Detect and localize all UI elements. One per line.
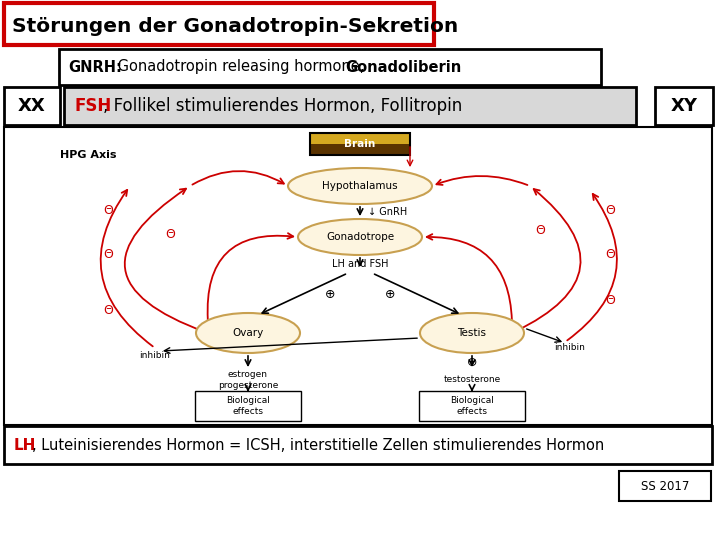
FancyBboxPatch shape <box>4 426 712 464</box>
Text: LH and FSH: LH and FSH <box>332 259 388 269</box>
Text: Störungen der Gonadotropin-Sekretion: Störungen der Gonadotropin-Sekretion <box>12 17 458 36</box>
Text: Ovary: Ovary <box>233 328 264 338</box>
Text: Θ: Θ <box>103 204 113 217</box>
Text: Θ: Θ <box>165 228 175 241</box>
Text: ⊕: ⊕ <box>325 288 336 301</box>
FancyBboxPatch shape <box>619 471 711 501</box>
FancyBboxPatch shape <box>310 144 410 155</box>
Text: ⊕: ⊕ <box>384 288 395 301</box>
Text: HPG Axis: HPG Axis <box>60 150 117 160</box>
Text: Biological
effects: Biological effects <box>450 396 494 416</box>
FancyBboxPatch shape <box>195 391 301 421</box>
Text: inhibin: inhibin <box>554 343 585 353</box>
Text: Θ: Θ <box>605 248 615 261</box>
Text: Θ: Θ <box>103 303 113 316</box>
FancyBboxPatch shape <box>310 133 410 144</box>
Text: Θ: Θ <box>605 204 615 217</box>
Text: Brain: Brain <box>344 139 376 149</box>
Text: Θ: Θ <box>535 224 545 237</box>
Text: GNRH:: GNRH: <box>68 59 122 75</box>
Text: ⊕: ⊕ <box>467 356 477 369</box>
Ellipse shape <box>288 168 432 204</box>
Ellipse shape <box>420 313 524 353</box>
FancyBboxPatch shape <box>655 87 713 125</box>
Text: Θ: Θ <box>605 294 615 307</box>
Text: Gonadoliberin: Gonadoliberin <box>345 59 462 75</box>
Text: XY: XY <box>670 97 698 115</box>
FancyBboxPatch shape <box>4 3 434 45</box>
Text: , Follikel stimulierendes Hormon, Follitropin: , Follikel stimulierendes Hormon, Follit… <box>103 97 462 115</box>
Text: Gonadotropin releasing hormone,: Gonadotropin releasing hormone, <box>113 59 369 75</box>
Ellipse shape <box>298 219 422 255</box>
Text: FSH: FSH <box>74 97 112 115</box>
Text: Gonadotrope: Gonadotrope <box>326 232 394 242</box>
Text: Testis: Testis <box>457 328 487 338</box>
FancyBboxPatch shape <box>59 49 601 85</box>
Text: Hypothalamus: Hypothalamus <box>322 181 398 191</box>
FancyBboxPatch shape <box>4 87 60 125</box>
Text: testosterone: testosterone <box>444 375 500 384</box>
Text: XX: XX <box>18 97 46 115</box>
Text: estrogen
progesterone: estrogen progesterone <box>218 370 278 390</box>
Text: , Luteinisierendes Hormon = ICSH, interstitielle Zellen stimulierendes Hormon: , Luteinisierendes Hormon = ICSH, inters… <box>32 437 604 453</box>
FancyBboxPatch shape <box>64 87 636 125</box>
Ellipse shape <box>196 313 300 353</box>
Text: ↓ GnRH: ↓ GnRH <box>368 207 408 217</box>
Text: inhibin: inhibin <box>140 350 171 360</box>
FancyBboxPatch shape <box>419 391 525 421</box>
Text: Θ: Θ <box>103 248 113 261</box>
Text: LH: LH <box>14 437 37 453</box>
Text: SS 2017: SS 2017 <box>641 480 689 492</box>
FancyBboxPatch shape <box>4 127 712 425</box>
Text: Biological
effects: Biological effects <box>226 396 270 416</box>
